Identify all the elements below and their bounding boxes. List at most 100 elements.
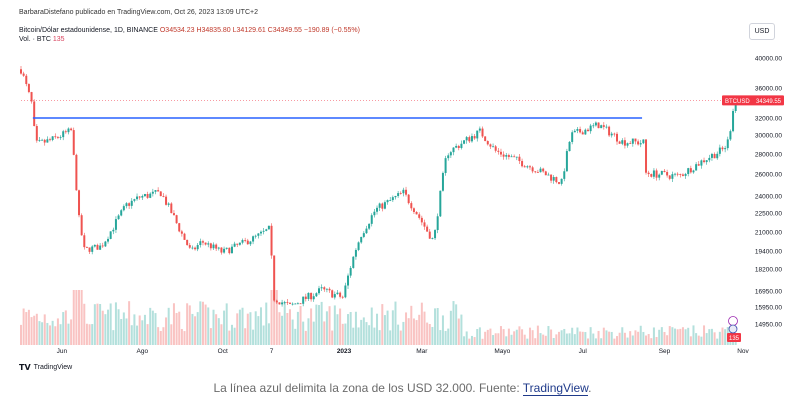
candle-body — [262, 230, 265, 232]
volume-bar — [476, 329, 479, 345]
volume-bar — [639, 325, 642, 345]
volume-bar — [655, 337, 658, 345]
candle-body — [497, 150, 500, 152]
time-tick-label: Nov — [737, 348, 749, 355]
candle-body — [576, 129, 579, 131]
currency-button[interactable]: USD — [749, 23, 775, 40]
candle-body — [294, 303, 297, 305]
volume-bar — [228, 330, 231, 345]
candle-body — [299, 303, 302, 305]
volume-bar — [59, 324, 62, 345]
volume-bar — [536, 325, 539, 345]
candle-body — [703, 160, 706, 163]
event-flag-icon — [728, 324, 738, 334]
volume-bar — [439, 330, 442, 345]
candle-body — [616, 133, 619, 142]
volume-bar — [325, 311, 328, 345]
volume-bar — [455, 304, 458, 345]
volume-bar — [80, 290, 83, 345]
volume-bar — [35, 313, 38, 345]
volume-bar — [310, 308, 313, 345]
candle-body — [724, 148, 727, 150]
volume-bar — [724, 329, 727, 345]
volume-bar — [386, 310, 389, 345]
candle-body — [138, 196, 141, 198]
candle-body — [550, 174, 553, 181]
volume-bar — [486, 329, 489, 345]
volume-bar — [304, 330, 307, 345]
candle-body — [99, 245, 102, 250]
volume-bar — [539, 333, 542, 345]
volume-bar — [72, 290, 75, 345]
caption-link[interactable]: TradingView — [522, 381, 589, 396]
volume-bar — [687, 327, 690, 345]
candle-body — [188, 245, 191, 248]
price-chart[interactable]: 40000.00 36000.00 32000.00 30000.00 28000.00… — [19, 5, 788, 361]
candle-body — [486, 141, 489, 145]
candle-body — [283, 301, 286, 303]
volume-bar — [167, 307, 170, 345]
volume-bar — [85, 323, 88, 345]
caption-text: La línea azul delimita la zona de los US… — [213, 381, 523, 395]
candle-body — [579, 129, 582, 133]
time-tick-label: Oct — [218, 348, 228, 355]
candle-body — [25, 75, 28, 85]
candle-body — [412, 208, 415, 212]
candle-body — [610, 133, 613, 136]
candle-body — [560, 178, 563, 184]
volume-bar — [122, 312, 125, 345]
candle-body — [278, 302, 281, 305]
candle-body — [204, 242, 207, 245]
event-flash-icon — [728, 316, 738, 326]
candle-body — [478, 128, 481, 131]
volume-bar — [238, 309, 241, 345]
candle-body — [141, 196, 144, 198]
volume-bar — [365, 322, 368, 345]
volume-bar — [99, 304, 102, 345]
candle-body — [710, 153, 713, 158]
volume-bar — [230, 324, 233, 345]
tradingview-logo[interactable]: 𝗧𝗩 TradingView — [19, 363, 72, 372]
candle-body — [238, 242, 241, 245]
volume-bar — [143, 314, 146, 345]
volume-bar — [557, 331, 560, 345]
candle-body — [328, 288, 331, 291]
volume-bar — [399, 330, 402, 345]
candle-body — [320, 287, 323, 289]
candle-body — [167, 203, 170, 205]
candle-body — [304, 296, 307, 299]
candle-body — [695, 164, 698, 171]
volume-bar — [223, 310, 226, 345]
candle-body — [726, 139, 729, 149]
volume-bar — [629, 331, 632, 345]
candle-body — [444, 158, 447, 173]
candle-body — [623, 140, 626, 146]
volume-bar — [579, 331, 582, 345]
volume-bar — [565, 333, 568, 345]
candle-body — [307, 292, 310, 299]
volume-bar — [101, 310, 104, 345]
volume-bar — [515, 329, 518, 345]
candle-body — [128, 203, 131, 206]
volume-bar — [249, 312, 252, 345]
volume-bar — [642, 331, 645, 345]
volume-bar — [563, 328, 566, 345]
candle-body — [394, 195, 397, 198]
candle-body — [713, 153, 716, 159]
candle-body — [117, 215, 120, 220]
volume-bar — [481, 338, 484, 345]
volume-bar — [610, 331, 613, 345]
candle-body — [241, 240, 244, 243]
candle-body — [230, 246, 233, 254]
time-tick-label: 7 — [270, 348, 274, 355]
volume-bar — [323, 321, 326, 345]
candle-body — [534, 171, 537, 173]
volume-bar — [207, 307, 210, 345]
volume-bar — [138, 315, 141, 345]
candle-body — [30, 92, 33, 102]
volume-bar — [418, 314, 421, 345]
price-tick-label: 14950.00 — [755, 322, 782, 329]
candle-body — [275, 300, 278, 303]
candle-body — [605, 126, 608, 128]
candle-body — [676, 173, 679, 175]
